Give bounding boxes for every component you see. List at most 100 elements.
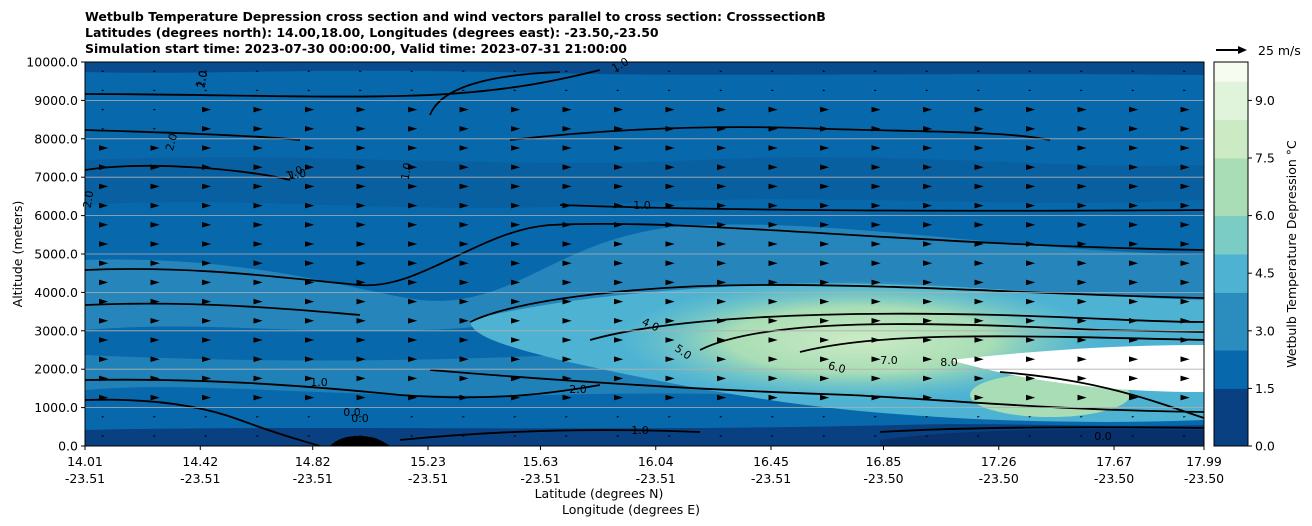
- colorbar-band: [1214, 234, 1248, 255]
- wind-vector: [614, 183, 624, 190]
- wind-vector: [511, 279, 521, 286]
- wind-vector: [305, 106, 315, 113]
- wind-vector: [202, 356, 212, 362]
- x-tick-label-lon: -23.51: [65, 471, 105, 486]
- chart-title-line-2: Latitudes (degrees north): 14.00,18.00, …: [85, 25, 659, 40]
- colorbar-tick-label: 0.0: [1255, 439, 1275, 454]
- wind-vector: [99, 356, 109, 362]
- wind-vector: [1077, 356, 1087, 362]
- wind-vector: [665, 106, 675, 113]
- wind-vector: [1129, 356, 1139, 362]
- x-tick-label-lon: -23.51: [751, 471, 791, 486]
- wind-vector: [614, 164, 624, 170]
- wind-vector: [1180, 356, 1190, 362]
- wind-vector: [511, 298, 521, 305]
- wind-vector: [153, 70, 157, 73]
- wind-vector: [204, 415, 208, 418]
- contour-label: 1.0: [288, 167, 307, 183]
- wind-vector: [513, 70, 517, 73]
- colorbar-label: Wetbulb Temperature Depression °C: [1284, 140, 1299, 368]
- wind-vector: [771, 70, 775, 73]
- x-tick-label-lon: -23.50: [863, 471, 903, 486]
- wind-vector: [768, 183, 778, 190]
- wind-vector: [1077, 394, 1087, 401]
- wind-vector: [974, 260, 984, 266]
- wind-vector: [356, 183, 366, 190]
- wind-vector: [356, 318, 366, 324]
- wind-vector: [1028, 415, 1032, 418]
- wind-vector: [562, 183, 572, 190]
- wind-vector: [305, 298, 315, 305]
- x-tick-label-lat: 15.63: [523, 454, 559, 469]
- wind-vector: [923, 164, 933, 170]
- wind-vector: [665, 318, 675, 324]
- wind-vector: [356, 279, 366, 286]
- x-tick-label-lon: -23.51: [180, 471, 220, 486]
- x-tick-label-lat: 16.85: [866, 454, 902, 469]
- wind-vector: [820, 202, 830, 209]
- wind-vector: [150, 183, 160, 190]
- wind-vector: [256, 415, 260, 418]
- wind-vector: [99, 241, 109, 247]
- wind-vector: [99, 318, 109, 324]
- wind-vector: [99, 298, 109, 305]
- wind-vector: [356, 375, 366, 382]
- wind-vector: [408, 356, 418, 362]
- colorbar-tick-label: 1.5: [1255, 381, 1275, 396]
- wind-vector: [150, 394, 160, 401]
- wind-vector: [253, 279, 263, 286]
- wind-vector: [717, 318, 727, 324]
- wind-vector: [202, 106, 212, 113]
- wind-vector: [820, 298, 830, 305]
- wind-vector: [1077, 279, 1087, 286]
- wind-vector: [153, 89, 157, 92]
- wind-vector: [307, 70, 311, 73]
- wind-vector: [871, 145, 881, 151]
- wind-vector: [150, 279, 160, 286]
- wind-vector: [614, 241, 624, 247]
- wind-vector: [717, 222, 727, 228]
- colorbar-tick-label: 3.0: [1255, 323, 1275, 338]
- wind-vector: [820, 241, 830, 247]
- wind-vector: [408, 126, 418, 132]
- y-tick-label: 4000.0: [34, 285, 78, 300]
- wind-vector: [511, 126, 521, 132]
- wind-vector: [871, 318, 881, 324]
- wind-vector: [665, 356, 675, 362]
- wind-vector: [1026, 241, 1036, 247]
- wind-vector: [459, 126, 469, 132]
- wind-vector: [768, 356, 778, 362]
- wind-vector: [359, 70, 363, 73]
- wind-vector: [871, 375, 881, 382]
- wind-vector: [974, 126, 984, 132]
- contour-label: 6.0: [827, 359, 847, 376]
- x-tick-label-lat: 17.67: [1096, 454, 1132, 469]
- wind-vector: [874, 70, 878, 73]
- wind-vector: [717, 337, 727, 343]
- wind-reference-arrowhead: [1238, 46, 1247, 54]
- wind-vectors: [99, 70, 1190, 437]
- wind-vector: [202, 298, 212, 305]
- wind-vector: [1180, 375, 1190, 382]
- wind-vector: [1026, 356, 1036, 362]
- wind-vector: [923, 298, 933, 305]
- wind-vector: [99, 260, 109, 266]
- wind-vector: [101, 89, 105, 92]
- wind-vector: [923, 183, 933, 190]
- wind-vector: [408, 164, 418, 170]
- x-tick-label-lat: 17.26: [981, 454, 1017, 469]
- wind-vector: [871, 394, 881, 401]
- wind-vector: [1180, 106, 1190, 113]
- wind-vector: [871, 202, 881, 209]
- wind-vector: [256, 70, 260, 73]
- wind-vector: [356, 164, 366, 170]
- wind-vector: [101, 108, 105, 111]
- wind-vector: [717, 106, 727, 113]
- wind-vector: [1077, 183, 1087, 190]
- wind-vector: [1180, 394, 1190, 401]
- wind-vector: [202, 337, 212, 343]
- wind-vector: [359, 415, 363, 418]
- wind-vector: [253, 356, 263, 362]
- wind-vector: [511, 356, 521, 362]
- x-tick-label-lon: -23.51: [293, 471, 333, 486]
